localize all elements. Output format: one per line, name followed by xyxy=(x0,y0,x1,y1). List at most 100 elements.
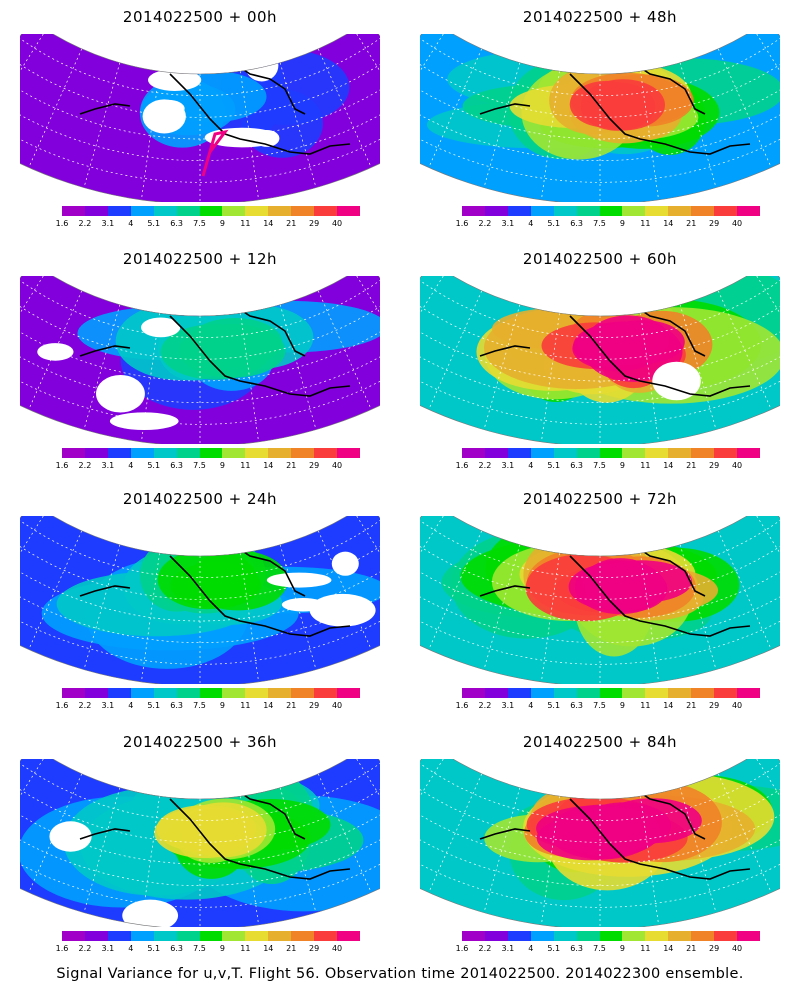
colorbar-tick-label: 14 xyxy=(263,944,274,953)
colorbar-tick-label: 6.3 xyxy=(170,219,183,228)
colorbar xyxy=(62,448,360,458)
colorbar-tick-label: 7.5 xyxy=(593,944,606,953)
colorbar-tick-label: 6.3 xyxy=(170,701,183,710)
colorbar-tick-label: 11 xyxy=(640,219,651,228)
colorbar-tick-label: 4 xyxy=(128,944,134,953)
colorbar-swatch xyxy=(484,206,508,216)
colorbar-swatch xyxy=(222,448,246,458)
colorbar-tick-label: 7.5 xyxy=(193,944,206,953)
colorbar-tick-label: 7.5 xyxy=(193,219,206,228)
colorbar-tick-label: 11 xyxy=(240,701,251,710)
colorbar-tick-label: 11 xyxy=(240,219,251,228)
colorbar-swatch xyxy=(668,931,692,941)
colorbar-tick-label: 7.5 xyxy=(593,701,606,710)
colorbar-tick-label: 3.1 xyxy=(101,944,115,953)
variance-map xyxy=(420,34,780,202)
colorbar-tick-label: 21 xyxy=(286,219,297,228)
colorbar-tick-label: 14 xyxy=(663,701,674,710)
colorbar-swatch xyxy=(714,448,738,458)
colorbar-swatch xyxy=(337,688,360,698)
colorbar-tick-label: 4 xyxy=(528,219,534,228)
colorbar-swatch xyxy=(199,931,223,941)
colorbar-tick-label: 29 xyxy=(709,701,720,710)
colorbar-tick-label: 14 xyxy=(663,944,674,953)
variance-map xyxy=(20,759,380,927)
colorbar-tick-label: 5.1 xyxy=(147,219,161,228)
colorbar-labels: 1.6 2.2 3.1 4 5.1 6.3 7.5 9 11 14 21 29 40 xyxy=(56,461,360,473)
colorbar-swatch xyxy=(737,931,760,941)
colorbar-tick-label: 9 xyxy=(219,219,225,228)
colorbar-tick-label: 9 xyxy=(619,219,625,228)
colorbar-swatch xyxy=(84,688,108,698)
map-panel-12h: 2014022500 + 12h 1.6 2.2 3.1 4 5.1 6.3 7.5 9 11 14… xyxy=(5,250,395,490)
colorbar-swatch xyxy=(62,931,85,941)
colorbar-swatch xyxy=(62,448,85,458)
colorbar-swatch xyxy=(737,688,760,698)
colorbar-tick-label: 40 xyxy=(331,461,343,470)
colorbar-tick-label: 21 xyxy=(286,944,297,953)
colorbar-tick-label: 2.2 xyxy=(78,944,92,953)
colorbar-swatch xyxy=(691,206,715,216)
colorbar-swatch xyxy=(462,448,485,458)
colorbar-tick-label: 1.6 xyxy=(55,461,69,470)
colorbar-tick-label: 14 xyxy=(663,219,674,228)
colorbar-swatch xyxy=(576,206,600,216)
colorbar xyxy=(62,931,360,941)
colorbar-swatch xyxy=(553,931,577,941)
colorbar-labels: 1.6 2.2 3.1 4 5.1 6.3 7.5 9 11 14 21 29 40 xyxy=(456,461,760,473)
colorbar-swatch xyxy=(668,206,692,216)
colorbar-swatch xyxy=(199,448,223,458)
colorbar-swatch xyxy=(599,448,623,458)
colorbar-tick-label: 40 xyxy=(331,701,343,710)
colorbar-tick-label: 40 xyxy=(731,461,743,470)
colorbar-tick-label: 21 xyxy=(686,219,697,228)
colorbar-swatch xyxy=(622,931,646,941)
colorbar-tick-label: 3.1 xyxy=(501,944,515,953)
colorbar-swatch xyxy=(314,688,338,698)
colorbar-tick-label: 29 xyxy=(709,461,720,470)
colorbar-tick-label: 6.3 xyxy=(570,701,583,710)
colorbar-swatch xyxy=(462,931,485,941)
colorbar-swatch xyxy=(153,688,177,698)
colorbar-swatch xyxy=(645,206,669,216)
colorbar-swatch xyxy=(130,688,154,698)
colorbar-swatch xyxy=(245,206,269,216)
colorbar xyxy=(462,688,760,698)
colorbar xyxy=(462,206,760,216)
colorbar-swatch xyxy=(599,206,623,216)
colorbar-swatch xyxy=(84,448,108,458)
map-panel-48h: 2014022500 + 48h 1.6 2.2 3.1 4 5.1 6.3 7.5 9 11 14… xyxy=(405,8,795,248)
colorbar-tick-label: 2.2 xyxy=(478,944,492,953)
colorbar-tick-label: 1.6 xyxy=(455,219,469,228)
colorbar-labels: 1.6 2.2 3.1 4 5.1 6.3 7.5 9 11 14 21 29 40 xyxy=(456,944,760,956)
colorbar-swatch xyxy=(291,206,315,216)
colorbar-swatch xyxy=(530,931,554,941)
variance-map xyxy=(420,516,780,684)
variance-map xyxy=(20,34,380,202)
panel-title: 2014022500 + 48h xyxy=(522,8,678,26)
colorbar-swatch xyxy=(530,688,554,698)
colorbar-tick-label: 1.6 xyxy=(55,701,69,710)
variance-map xyxy=(20,516,380,684)
colorbar-tick-label: 29 xyxy=(309,461,320,470)
colorbar-swatch xyxy=(599,688,623,698)
colorbar-tick-label: 4 xyxy=(528,944,534,953)
colorbar-tick-label: 14 xyxy=(263,461,274,470)
colorbar-swatch xyxy=(599,931,623,941)
colorbar-tick-label: 1.6 xyxy=(455,461,469,470)
colorbar-tick-label: 6.3 xyxy=(570,219,583,228)
panel-title: 2014022500 + 84h xyxy=(522,733,678,751)
panel-title: 2014022500 + 00h xyxy=(122,8,278,26)
colorbar-swatch xyxy=(62,206,85,216)
colorbar-tick-label: 14 xyxy=(263,219,274,228)
colorbar-swatch xyxy=(176,688,200,698)
colorbar-swatch xyxy=(714,206,738,216)
colorbar-swatch xyxy=(462,688,485,698)
colorbar-swatch xyxy=(507,931,531,941)
colorbar-tick-label: 2.2 xyxy=(478,219,492,228)
colorbar-tick-label: 3.1 xyxy=(101,219,115,228)
colorbar xyxy=(62,206,360,216)
colorbar-swatch xyxy=(176,931,200,941)
colorbar-tick-label: 5.1 xyxy=(547,219,561,228)
colorbar-tick-label: 4 xyxy=(528,461,534,470)
